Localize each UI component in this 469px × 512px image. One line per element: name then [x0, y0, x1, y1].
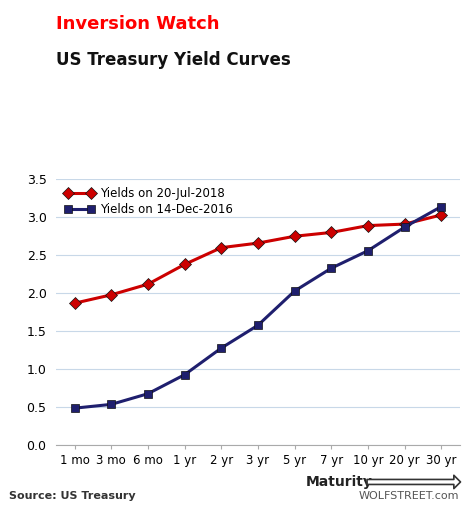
Yields on 14-Dec-2016	[182, 372, 188, 378]
Yields on 20-Jul-2018	[328, 229, 334, 236]
Yields on 20-Jul-2018	[108, 292, 114, 298]
Yields on 20-Jul-2018	[72, 300, 77, 306]
Text: Inversion Watch: Inversion Watch	[56, 15, 220, 33]
Yields on 20-Jul-2018	[219, 245, 224, 251]
Yields on 14-Dec-2016	[439, 203, 444, 209]
Text: US Treasury Yield Curves: US Treasury Yield Curves	[56, 51, 291, 69]
Line: Yields on 20-Jul-2018: Yields on 20-Jul-2018	[70, 211, 446, 307]
Yields on 14-Dec-2016	[365, 248, 371, 254]
Yields on 20-Jul-2018	[365, 223, 371, 229]
Text: WOLFSTREET.com: WOLFSTREET.com	[359, 490, 460, 501]
Yields on 20-Jul-2018	[182, 261, 188, 267]
Text: Source: US Treasury: Source: US Treasury	[9, 490, 136, 501]
Yields on 14-Dec-2016	[145, 391, 151, 397]
Text: Maturity: Maturity	[306, 475, 372, 489]
Line: Yields on 14-Dec-2016: Yields on 14-Dec-2016	[70, 202, 446, 412]
Yields on 20-Jul-2018	[292, 233, 297, 239]
Yields on 14-Dec-2016	[219, 345, 224, 351]
Yields on 14-Dec-2016	[72, 405, 77, 411]
Yields on 20-Jul-2018	[402, 221, 408, 227]
Yields on 20-Jul-2018	[145, 281, 151, 287]
Yields on 14-Dec-2016	[402, 224, 408, 230]
Yields on 14-Dec-2016	[328, 265, 334, 271]
Yields on 20-Jul-2018	[439, 212, 444, 218]
Yields on 14-Dec-2016	[255, 322, 261, 328]
Yields on 14-Dec-2016	[292, 288, 297, 294]
Yields on 14-Dec-2016	[108, 401, 114, 408]
Legend: Yields on 20-Jul-2018, Yields on 14-Dec-2016: Yields on 20-Jul-2018, Yields on 14-Dec-…	[62, 185, 235, 219]
Yields on 20-Jul-2018	[255, 240, 261, 246]
